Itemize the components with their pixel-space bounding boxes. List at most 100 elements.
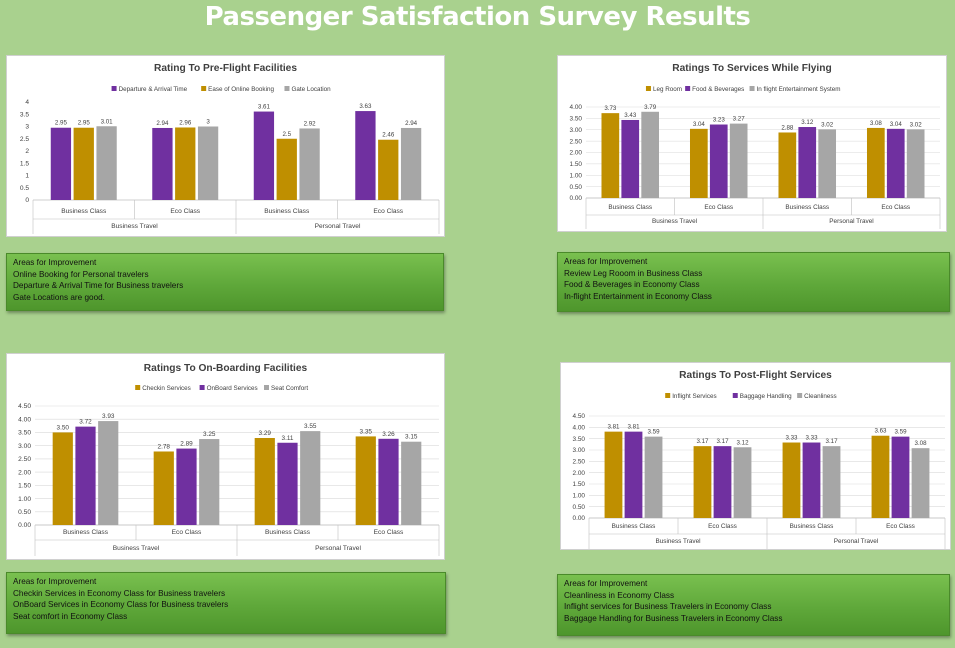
data-label: 3.63 (359, 103, 372, 110)
notes-line: Baggage Handling for Business Travelers … (564, 613, 783, 623)
notes-line: OnBoard Services in Economy Class for Bu… (13, 600, 229, 610)
chart-post-flight: Ratings To Post-Flight Services Inflight … (573, 370, 946, 549)
bar (886, 128, 905, 198)
bar (355, 111, 376, 200)
notes-heading: Areas for Improvement (13, 258, 97, 267)
data-label: 3.17 (716, 438, 729, 445)
data-label: 3.01 (101, 118, 114, 125)
notes-line: Review Leg Rooom in Business Class (564, 268, 703, 278)
x-category-label: Business Class (264, 208, 310, 215)
y-tick-label: 4.50 (573, 413, 586, 420)
y-tick-label: 4.00 (573, 425, 586, 432)
bar (866, 127, 885, 198)
bar (641, 111, 660, 198)
data-label: 3.08 (915, 440, 928, 447)
bar (871, 435, 890, 518)
y-tick-label: 4.50 (18, 403, 31, 410)
bar (798, 127, 817, 198)
data-label: 2.96 (179, 119, 192, 126)
notes-line: In-flight Entertainment in Economy Class (564, 291, 712, 301)
data-label: 3.04 (693, 121, 706, 128)
y-tick-label: 3.00 (570, 127, 583, 134)
chart-panel-on-boarding: Ratings To On-Boarding Facilities Checkin… (6, 353, 445, 560)
y-tick-label: 1.00 (18, 496, 31, 503)
data-label: 3.26 (382, 431, 395, 438)
x-category-label: Business Class (790, 523, 834, 530)
data-label: 3.12 (737, 439, 750, 446)
chart-title: Ratings To Services While Flying (672, 63, 831, 74)
legend-label: Departure & Arrival Time (119, 86, 188, 93)
x-category-label: Business Class (785, 204, 829, 211)
x-category-label: Eco Class (704, 204, 733, 211)
bar (818, 129, 837, 198)
bar (802, 442, 821, 518)
data-label: 2.95 (78, 120, 91, 127)
legend-label: Cleanliness (804, 393, 837, 400)
bar (253, 111, 275, 200)
legend-swatch (111, 86, 117, 91)
data-label: 2.94 (156, 120, 169, 127)
data-label: 2.95 (55, 120, 68, 127)
y-tick-label: 2.50 (573, 459, 586, 466)
page-title: Passenger Satisfaction Survey Results (204, 2, 751, 32)
bar (199, 439, 220, 525)
legend-label: In flight Entertainment System (757, 86, 841, 93)
x-category-label: Eco Class (881, 204, 910, 211)
x-category-label: Eco Class (886, 523, 915, 530)
data-label: 3.25 (203, 431, 216, 438)
y-tick-label: 1.50 (573, 481, 586, 488)
y-tick-label: 1.5 (20, 160, 29, 167)
bar (73, 127, 94, 200)
data-label: 2.89 (180, 441, 193, 448)
y-tick-label: 0 (25, 197, 29, 204)
x-group-label: Personal Travel (834, 538, 878, 545)
bar (604, 431, 623, 518)
notes-box-on-boarding: Areas for Improvement Checkin Services i… (6, 572, 446, 634)
y-tick-label: 3.00 (18, 443, 31, 450)
data-label: 3.15 (405, 434, 418, 441)
legend-label: OnBoard Services (207, 385, 258, 392)
data-label: 3.02 (910, 121, 923, 128)
data-label: 3.55 (304, 423, 317, 430)
chart-title: Ratings To On-Boarding Facilities (144, 363, 308, 374)
x-group-label: Personal Travel (315, 545, 361, 552)
chart-panel-while-flying: Ratings To Services While Flying Leg Room… (557, 55, 947, 232)
bar (624, 431, 643, 518)
x-category-label: Eco Class (708, 523, 737, 530)
notes-heading: Areas for Improvement (13, 577, 97, 586)
notes-line: Online Booking for Personal travelers (13, 269, 149, 279)
y-tick-label: 0.00 (18, 522, 31, 529)
bar (152, 127, 173, 200)
y-tick-label: 3.50 (570, 116, 583, 123)
data-label: 2.46 (382, 132, 395, 139)
data-label: 3.27 (733, 116, 746, 123)
bar (689, 128, 708, 198)
legend-label: Gate Location (291, 86, 331, 93)
legend-swatch (749, 86, 755, 91)
legend-label: Baggage Handling (740, 393, 792, 400)
notes-line: Departure & Arrival Time for Business tr… (13, 281, 184, 291)
bar (300, 431, 321, 525)
y-tick-label: 0.5 (20, 185, 29, 192)
data-label: 3.04 (890, 121, 903, 128)
data-label: 2.92 (304, 120, 317, 127)
bar (822, 446, 841, 518)
data-label: 3.93 (102, 413, 115, 420)
chart-pre-flight: Rating To Pre-Flight Facilities Departure… (20, 63, 440, 234)
x-category-label: Business Class (61, 208, 107, 215)
data-label: 3.35 (360, 428, 373, 435)
chart-while-flying: Ratings To Services While Flying Leg Room… (570, 63, 941, 229)
y-tick-label: 0.50 (570, 184, 583, 191)
data-label: 3.23 (713, 117, 726, 124)
notes-line: Inflight services for Business Travelers… (564, 602, 772, 612)
legend-label: Leg Room (653, 86, 682, 93)
legend-swatch (199, 385, 205, 390)
bar (733, 447, 752, 518)
y-tick-label: 3.5 (20, 111, 29, 118)
data-label: 2.78 (158, 443, 171, 450)
data-label: 3.63 (874, 428, 887, 435)
legend-swatch (201, 86, 207, 91)
y-tick-label: 0.00 (573, 515, 586, 522)
y-tick-label: 1.00 (570, 172, 583, 179)
bar (96, 126, 117, 200)
